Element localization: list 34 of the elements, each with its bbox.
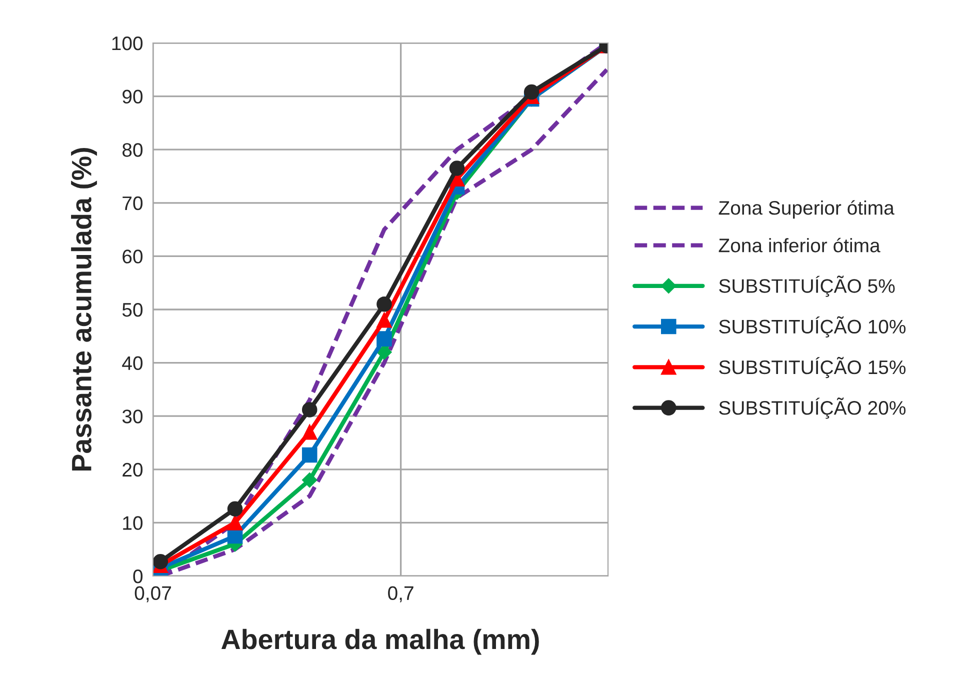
point (376, 331, 392, 346)
legend-label: SUBSTITUÍÇÃO 20% (719, 398, 906, 419)
y-tick-label: 80 (122, 143, 143, 157)
y-tick-label: 50 (122, 302, 143, 317)
legend-label: Zona inferior ótima (718, 238, 880, 252)
legend-label: SUBSTITUÍÇÃO 10% (719, 316, 906, 338)
point (227, 515, 243, 530)
x-tick-label: 0,7 (388, 586, 414, 602)
y-tick-label: 100 (112, 36, 143, 50)
legend-label: SUBSTITUÍÇÃO 15% (719, 356, 906, 378)
y-tick-label: 90 (122, 90, 143, 104)
x-tick-label: 0,07 (134, 586, 171, 602)
point (376, 344, 392, 360)
legend-label: Zona Superior ótima (718, 200, 894, 219)
point (153, 554, 168, 570)
y-tick-label: 20 (122, 462, 143, 477)
legend-label: SUBSTITUÍÇÃO 5% (719, 276, 895, 297)
x-axis-title: Abertura da malha (mm) (221, 628, 539, 655)
y-tick-label: 40 (122, 356, 143, 370)
y-tick-label: 10 (123, 516, 143, 530)
y-tick-label: 30 (122, 410, 143, 424)
point (227, 501, 243, 516)
y-tick-label: 70 (122, 196, 143, 210)
y-tick-label: 0 (133, 569, 143, 584)
y-axis-title: Passante acumulada (%) (71, 148, 97, 470)
point (524, 84, 540, 100)
y-tick-label: 60 (122, 250, 143, 264)
point (449, 160, 465, 176)
point (376, 312, 392, 328)
point (302, 402, 318, 418)
point (302, 472, 318, 488)
point (376, 296, 392, 312)
point (302, 424, 318, 440)
point (302, 447, 318, 463)
